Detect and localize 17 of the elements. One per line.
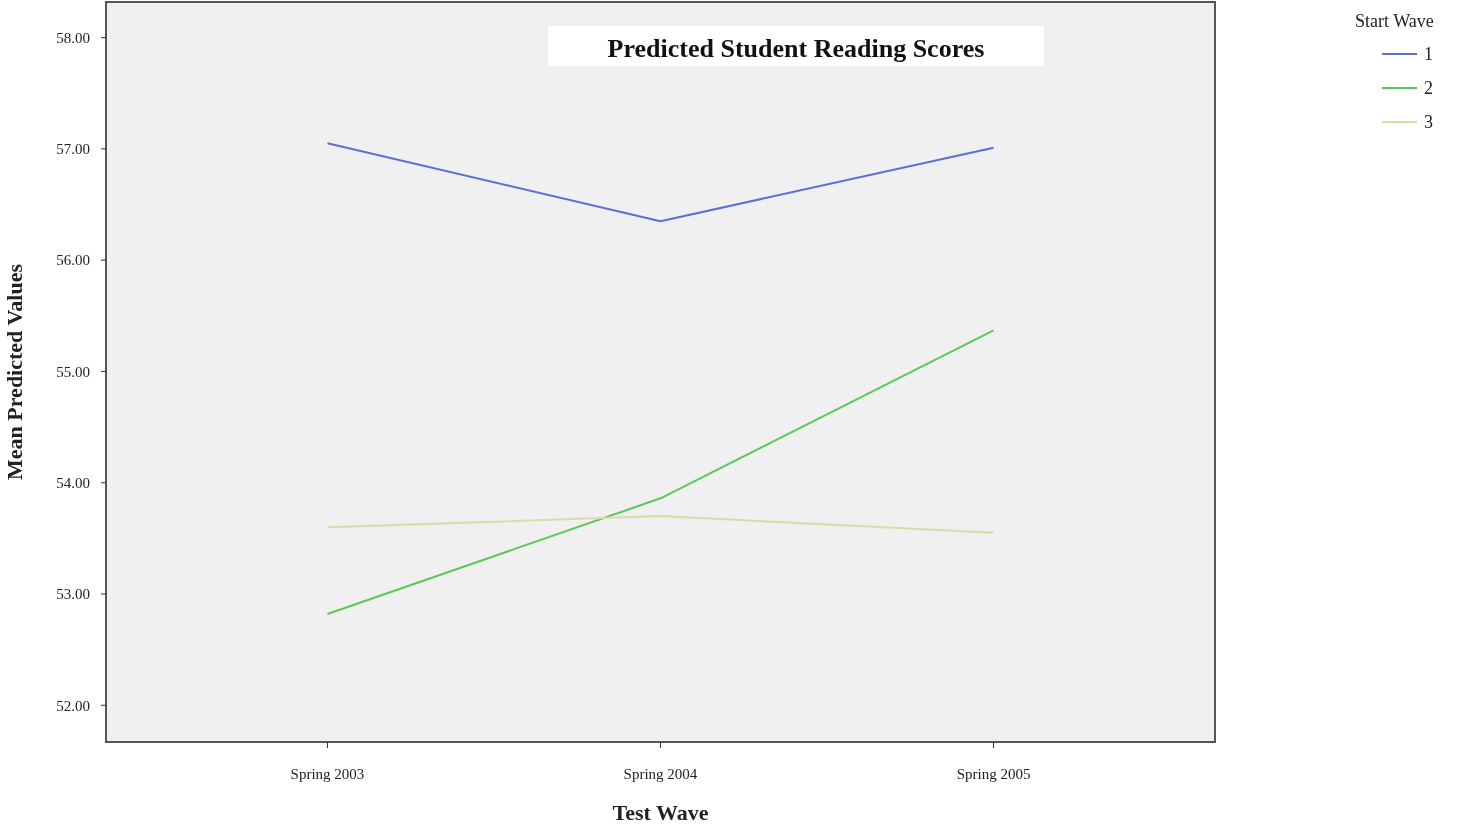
x-tick-label: Spring 2004 bbox=[623, 766, 698, 782]
legend-label: 3 bbox=[1424, 112, 1433, 133]
y-axis-title: Mean Predicted Values bbox=[2, 263, 27, 480]
y-tick-label: 52.00 bbox=[56, 697, 90, 714]
y-tick-label: 58.00 bbox=[56, 29, 90, 46]
y-tick-label: 53.00 bbox=[56, 586, 90, 603]
y-tick-label: 56.00 bbox=[56, 252, 90, 269]
legend-label: 1 bbox=[1424, 44, 1433, 65]
text: Predicted Student Reading Scores bbox=[607, 34, 985, 63]
y-tick-label: 55.00 bbox=[56, 363, 90, 380]
legend-title: Start Wave bbox=[1355, 11, 1434, 31]
y-tick-label: 57.00 bbox=[56, 141, 90, 158]
x-axis-title: Test Wave bbox=[612, 800, 709, 825]
legend-label: 2 bbox=[1424, 78, 1433, 99]
y-tick-label: 54.00 bbox=[56, 474, 90, 491]
x-tick-label: Spring 2003 bbox=[290, 766, 365, 782]
x-tick-label: Spring 2005 bbox=[956, 766, 1031, 782]
